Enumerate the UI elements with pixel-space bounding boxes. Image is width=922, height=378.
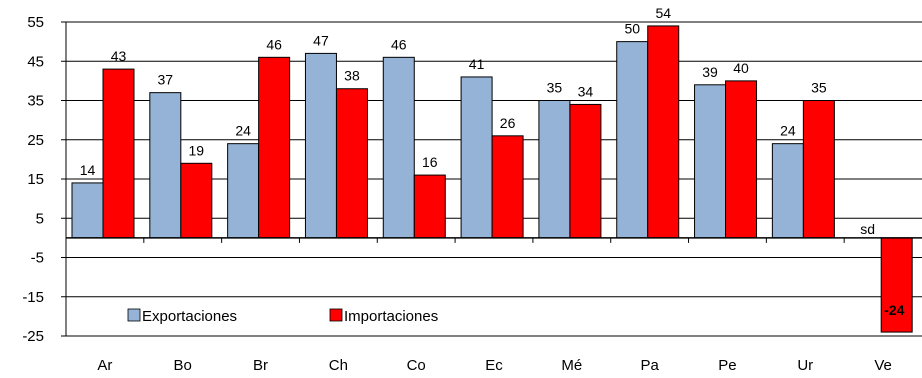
data-label: 47 <box>313 32 329 48</box>
x-tick-label: Ve <box>874 357 892 374</box>
bar-exportaciones-5 <box>460 76 493 239</box>
y-tick-label: -15 <box>22 289 44 306</box>
bar-importaciones-3 <box>335 88 368 239</box>
x-tick-label: Pa <box>640 357 659 374</box>
x-tick-labels: Ar Bo Br Ch Co Ec Mé Pa Pe Ur Ve <box>97 357 891 374</box>
data-label: -24 <box>884 302 904 318</box>
bar-importaciones-5 <box>491 135 524 239</box>
data-label: 35 <box>547 80 563 96</box>
y-tick-label: -5 <box>31 250 44 267</box>
legend-label-exportaciones: Exportaciones <box>142 308 237 325</box>
bar-exportaciones-9 <box>771 143 804 239</box>
x-tick-label: Pe <box>718 357 736 374</box>
bar-importaciones-1 <box>180 162 213 239</box>
bar-exportaciones-4 <box>382 56 415 239</box>
data-label: 37 <box>158 72 174 88</box>
y-tick-label: 55 <box>27 14 44 31</box>
bar-exportaciones-7 <box>616 41 649 239</box>
data-label: 35 <box>811 80 827 96</box>
y-tick-label: 15 <box>27 171 44 188</box>
data-label: 43 <box>111 48 127 64</box>
y-tick-label: 25 <box>27 132 44 149</box>
x-tick-label: Co <box>407 357 426 374</box>
bar-importaciones-10 <box>880 237 913 333</box>
data-label: 39 <box>702 64 718 80</box>
x-tick-label: Mé <box>561 357 582 374</box>
legend-swatch-importaciones <box>329 308 343 322</box>
data-label: 46 <box>266 36 282 52</box>
bar-importaciones-2 <box>258 56 291 239</box>
data-label: 40 <box>733 60 749 76</box>
legend: Exportaciones Importaciones <box>125 304 545 330</box>
bar-exportaciones-1 <box>149 92 182 239</box>
bar-importaciones-6 <box>569 103 602 239</box>
data-label: 19 <box>189 142 205 158</box>
data-label: 50 <box>624 21 640 37</box>
y-tick-label: 35 <box>27 93 44 110</box>
legend-swatch-exportaciones <box>127 308 141 322</box>
bar-importaciones-0 <box>102 68 135 239</box>
y-tick-label: -25 <box>22 328 44 345</box>
bar-importaciones-9 <box>802 100 835 239</box>
data-label: 24 <box>235 123 251 139</box>
data-labels: 14 43 37 19 24 46 47 38 46 16 41 26 35 34 50 54 39 40 24 35… <box>80 5 905 318</box>
data-label: 38 <box>344 68 360 84</box>
data-label: 41 <box>469 56 485 72</box>
data-label: 14 <box>80 162 96 178</box>
y-tick-label: 5 <box>36 210 44 227</box>
bar-exportaciones-2 <box>227 143 260 239</box>
x-tick-label: Bo <box>174 357 192 374</box>
bar-importaciones-4 <box>413 174 446 239</box>
bar-exportaciones-6 <box>538 100 571 239</box>
bars <box>71 25 913 333</box>
data-label: 16 <box>422 154 438 170</box>
x-tick-label: Ar <box>97 357 112 374</box>
y-tick-label: 45 <box>27 53 44 70</box>
data-label: 26 <box>500 115 516 131</box>
data-label: 54 <box>655 5 671 21</box>
x-tick-label: Ch <box>329 357 348 374</box>
bar-importaciones-8 <box>725 80 758 239</box>
data-label-sd: sd <box>860 221 875 237</box>
data-label: 46 <box>391 36 407 52</box>
bar-importaciones-7 <box>647 25 680 239</box>
x-tick-label: Ec <box>485 357 503 374</box>
bar-exportaciones-8 <box>694 84 727 239</box>
data-label: 34 <box>578 83 594 99</box>
bar-exportaciones-3 <box>304 52 337 239</box>
axes <box>65 22 922 336</box>
y-tick-labels: 55 45 35 25 15 5 -5 -15 -25 <box>22 14 44 345</box>
data-label: 24 <box>780 123 796 139</box>
x-tick-label: Br <box>253 357 268 374</box>
legend-label-importaciones: Importaciones <box>344 308 438 325</box>
x-tick-label: Ur <box>797 357 813 374</box>
bar-exportaciones-0 <box>71 182 104 239</box>
